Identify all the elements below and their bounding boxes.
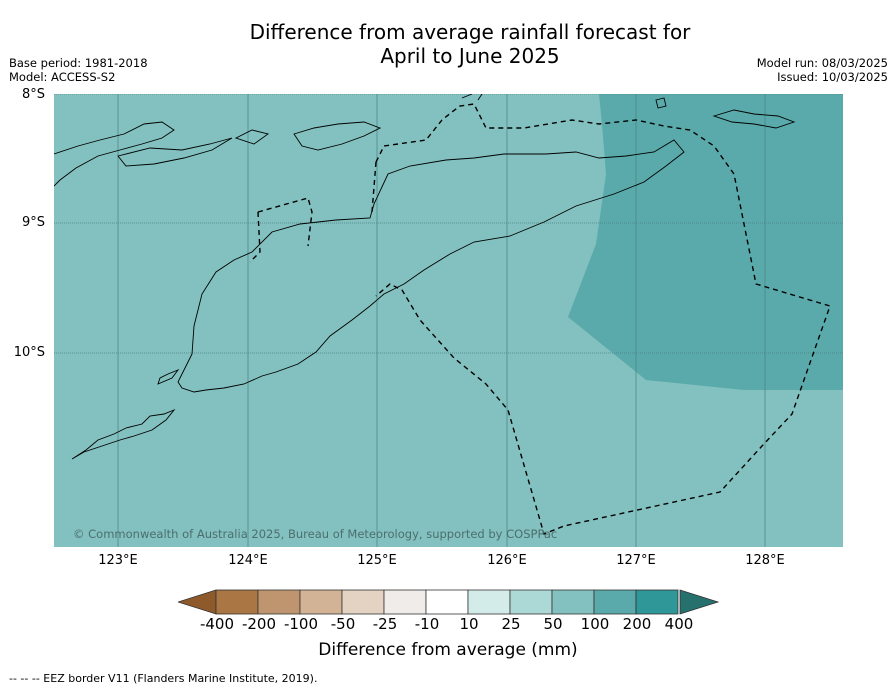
meta-right: Model run: 08/03/2025 Issued: 10/03/2025 — [757, 56, 888, 84]
colorbar-cell — [383, 589, 427, 615]
map-title-line1: Difference from average rainfall forecas… — [249, 20, 691, 44]
colorbar-cell — [509, 589, 553, 615]
colorbar-label: Difference from average (mm) — [318, 640, 578, 660]
colorbar-tick: 50 — [543, 615, 563, 633]
babar-islands-outline — [712, 109, 796, 129]
lon-label-124e: 124°E — [228, 553, 268, 568]
map-title: Difference from average rainfall forecas… — [160, 20, 780, 68]
copyright-notice: © Commonwealth of Australia 2025, Bureau… — [73, 527, 558, 541]
colorbar-cell — [215, 589, 259, 615]
roti-island-outline — [71, 408, 176, 460]
rainfall-map — [54, 94, 843, 547]
colorbar-cell — [551, 589, 595, 615]
alor-islands-outline — [117, 137, 233, 167]
colorbar-tick: 25 — [501, 615, 521, 633]
colorbar-cell — [299, 589, 343, 615]
timor-island-outline — [177, 139, 685, 393]
colorbar-tick: 100 — [580, 615, 610, 633]
wetar-island-outline — [293, 121, 382, 151]
colorbar-cell — [425, 589, 469, 615]
colorbar-cell — [593, 589, 637, 615]
map-title-line2: April to June 2025 — [380, 44, 560, 68]
lon-label-123e: 123°E — [98, 553, 138, 568]
colorbar-cell — [467, 589, 511, 615]
colorbar-cell — [341, 589, 385, 615]
coastlines — [54, 94, 796, 460]
colorbar-cell — [635, 589, 679, 615]
small-island-3 — [461, 94, 483, 101]
colorbar-tick: 400 — [664, 615, 694, 633]
small-island-4 — [655, 97, 667, 109]
eez-footnote: -- -- -- EEZ border V11 (Flanders Marine… — [9, 672, 318, 685]
colorbar-tick: -100 — [283, 615, 319, 633]
model-run-text: Model run: 08/03/2025 — [756, 56, 888, 70]
lon-label-126e: 126°E — [487, 553, 527, 568]
colorbar-tick: -10 — [414, 615, 440, 633]
flores-coast-outline — [54, 121, 175, 187]
small-island-1 — [157, 368, 180, 385]
small-island-2 — [234, 129, 270, 145]
lat-label-10s: 10°S — [13, 345, 45, 360]
colorbar-tick: 200 — [622, 615, 652, 633]
colorbar-arrow-low — [178, 589, 217, 615]
colorbar-tick: -25 — [372, 615, 398, 633]
rainfall-band-100-200 — [568, 94, 843, 390]
gridlines — [54, 94, 843, 547]
colorbar-tick: -400 — [199, 615, 235, 633]
lon-label-125e: 125°E — [357, 553, 397, 568]
meta-left: Base period: 1981-2018 Model: ACCESS-S2 — [9, 56, 148, 84]
colorbar — [178, 589, 720, 615]
colorbar-tick: -50 — [330, 615, 356, 633]
lat-label-9s: 9°S — [21, 215, 45, 230]
model-text: Model: ACCESS-S2 — [9, 70, 116, 84]
eez-border-line — [249, 103, 831, 535]
lon-label-127e: 127°E — [616, 553, 656, 568]
lon-label-128e: 128°E — [745, 553, 785, 568]
colorbar-arrow-high — [679, 589, 720, 615]
lat-label-8s: 8°S — [21, 87, 45, 102]
base-period-text: Base period: 1981-2018 — [9, 56, 148, 70]
colorbar-tick: -200 — [241, 615, 277, 633]
colorbar-tick: 10 — [459, 615, 479, 633]
colorbar-cell — [257, 589, 301, 615]
issued-text: Issued: 10/03/2025 — [777, 70, 888, 84]
